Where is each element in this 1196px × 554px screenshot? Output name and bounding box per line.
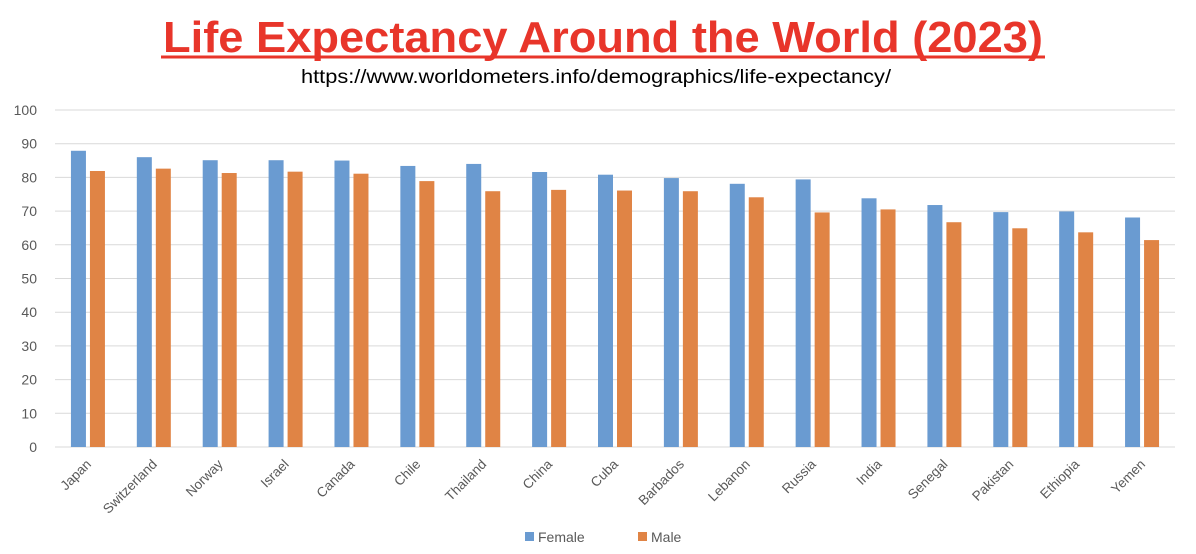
x-tick-label: Pakistan: [969, 457, 1016, 504]
bar-male-barbados: [682, 191, 698, 447]
y-tick-label: 70: [21, 203, 37, 219]
chart-title: Life Expectancy Around the World (2023): [163, 13, 1043, 62]
bar-male-norway: [221, 173, 237, 448]
x-tick-label: Switzerland: [100, 457, 160, 517]
bar-male-yemen: [1144, 240, 1160, 447]
bar-female-cuba: [598, 174, 613, 448]
x-tick-label: Barbados: [636, 456, 688, 508]
x-tick-label: Ethiopia: [1037, 456, 1082, 501]
bar-male-senegal: [946, 222, 962, 447]
y-tick-label: 60: [21, 237, 37, 253]
legend-label-male: Male: [651, 529, 682, 545]
legend-swatch-female: [525, 532, 534, 541]
chart-subtitle: https://www.worldometers.info/demographi…: [301, 67, 892, 88]
y-tick-label: 0: [29, 439, 37, 455]
y-tick-label: 30: [21, 338, 37, 354]
x-tick-label: Israel: [258, 457, 292, 491]
x-tick-label: Chile: [391, 457, 423, 489]
x-tick-label: Thailand: [442, 457, 489, 504]
bar-female-yemen: [1125, 217, 1141, 447]
bar-male-chile: [419, 181, 435, 447]
x-tick-label: Russia: [779, 456, 819, 496]
x-tick-label: Cuba: [588, 456, 622, 490]
bar-female-india: [861, 198, 877, 447]
bar-female-thailand: [466, 163, 482, 448]
bar-male-israel: [287, 171, 303, 447]
bar-female-switzerland: [136, 157, 152, 447]
y-tick-label: 100: [14, 102, 38, 118]
bar-female-pakistan: [993, 212, 1009, 447]
bar-female-chile: [400, 165, 416, 447]
bar-male-canada: [353, 173, 369, 447]
bar-female-lebanon: [729, 183, 745, 448]
bar-male-russia: [814, 212, 830, 447]
bar-male-cuba: [617, 190, 632, 447]
y-tick-label: 20: [21, 372, 37, 388]
y-tick-label: 40: [21, 304, 37, 320]
bar-female-japan: [70, 150, 86, 448]
bar-male-china: [551, 189, 567, 447]
legend-label-female: Female: [538, 529, 585, 545]
x-tick-label: Senegal: [905, 457, 951, 503]
bar-male-thailand: [485, 191, 501, 447]
x-tick-label: Yemen: [1108, 457, 1148, 497]
bar-female-china: [532, 172, 548, 447]
bar-female-senegal: [927, 205, 943, 447]
legend-swatch-male: [638, 532, 647, 541]
bar-female-canada: [334, 160, 350, 448]
bar-male-switzerland: [155, 168, 171, 447]
y-tick-label: 90: [21, 136, 37, 152]
x-tick-label: India: [853, 456, 885, 488]
bar-female-ethiopia: [1059, 211, 1075, 447]
bar-male-japan: [89, 170, 105, 447]
x-tick-label: Japan: [57, 457, 94, 494]
y-tick-label: 80: [21, 169, 37, 185]
bar-male-lebanon: [748, 197, 764, 447]
x-tick-label: Lebanon: [705, 457, 753, 505]
bar-male-ethiopia: [1078, 232, 1094, 447]
x-tick-label: Canada: [314, 456, 358, 500]
bar-female-norway: [202, 160, 218, 447]
bar-male-india: [880, 209, 896, 447]
bar-female-israel: [268, 160, 284, 447]
x-tick-label: China: [520, 456, 556, 492]
x-tick-label: Norway: [183, 456, 226, 499]
bar-female-barbados: [663, 178, 679, 447]
bar-female-russia: [795, 179, 811, 447]
y-tick-label: 10: [21, 405, 37, 421]
bar-male-pakistan: [1012, 228, 1028, 447]
y-tick-label: 50: [21, 271, 37, 287]
